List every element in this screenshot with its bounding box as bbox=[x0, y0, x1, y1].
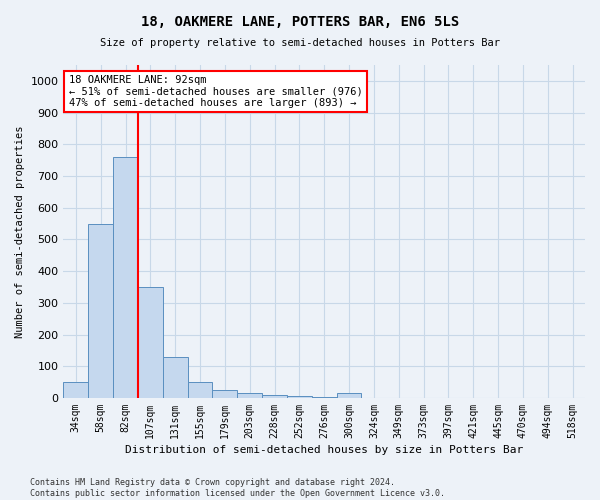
Bar bbox=[64, 382, 88, 398]
Text: Contains HM Land Registry data © Crown copyright and database right 2024.
Contai: Contains HM Land Registry data © Crown c… bbox=[30, 478, 445, 498]
Bar bbox=[163, 356, 188, 398]
Bar bbox=[237, 393, 262, 398]
Bar bbox=[138, 287, 163, 398]
Bar bbox=[312, 397, 337, 398]
Bar bbox=[262, 395, 287, 398]
Bar bbox=[188, 382, 212, 398]
Text: 18 OAKMERE LANE: 92sqm
← 51% of semi-detached houses are smaller (976)
47% of se: 18 OAKMERE LANE: 92sqm ← 51% of semi-det… bbox=[68, 75, 362, 108]
Bar bbox=[88, 224, 113, 398]
Bar bbox=[113, 157, 138, 398]
Bar bbox=[212, 390, 237, 398]
X-axis label: Distribution of semi-detached houses by size in Potters Bar: Distribution of semi-detached houses by … bbox=[125, 445, 523, 455]
Y-axis label: Number of semi-detached properties: Number of semi-detached properties bbox=[15, 125, 25, 338]
Text: Size of property relative to semi-detached houses in Potters Bar: Size of property relative to semi-detach… bbox=[100, 38, 500, 48]
Text: 18, OAKMERE LANE, POTTERS BAR, EN6 5LS: 18, OAKMERE LANE, POTTERS BAR, EN6 5LS bbox=[141, 15, 459, 29]
Bar bbox=[337, 393, 361, 398]
Bar bbox=[287, 396, 312, 398]
